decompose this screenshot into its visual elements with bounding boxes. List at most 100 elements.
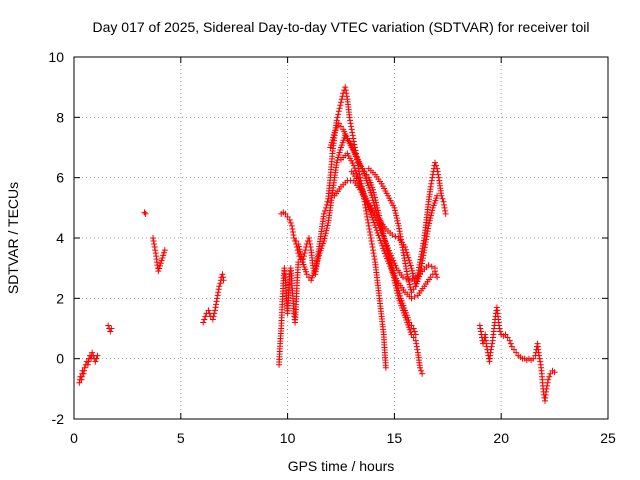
data-point <box>154 262 161 269</box>
data-point <box>335 152 342 159</box>
data-point <box>370 247 377 254</box>
data-point <box>313 260 320 267</box>
data-point <box>320 210 327 217</box>
data-point <box>362 204 369 211</box>
data-point <box>361 168 368 175</box>
data-point <box>367 231 374 238</box>
data-point <box>371 191 378 198</box>
data-point <box>342 84 349 91</box>
data-point <box>220 277 227 284</box>
data-point <box>406 278 413 285</box>
data-point <box>322 232 329 239</box>
data-point <box>213 301 220 308</box>
data-point <box>406 259 413 266</box>
chart-title: Day 017 of 2025, Sidereal Day-to-day VTE… <box>93 19 590 35</box>
data-point <box>330 134 337 141</box>
data-point <box>381 237 388 244</box>
data-point <box>376 224 383 231</box>
data-point <box>488 346 495 353</box>
y-tick-label: -2 <box>52 411 65 427</box>
data-point <box>151 244 158 251</box>
data-point <box>324 222 331 229</box>
data-point <box>300 253 307 260</box>
data-point <box>200 319 207 326</box>
data-point <box>393 212 400 219</box>
data-point <box>348 126 355 133</box>
data-point <box>347 120 354 127</box>
y-tick-label: 0 <box>56 351 64 367</box>
data-point <box>508 343 515 350</box>
data-point <box>288 222 295 229</box>
data-point <box>286 216 293 223</box>
data-point <box>384 245 391 252</box>
data-point <box>364 216 371 223</box>
data-point <box>417 364 424 371</box>
data-point <box>382 240 389 247</box>
data-point <box>377 227 384 234</box>
data-point <box>142 210 149 217</box>
data-point <box>337 102 344 109</box>
ticks-layer: 0 5 10 15 20 25 -2 0 2 4 6 8 10 <box>48 49 616 446</box>
data-point <box>210 313 217 320</box>
data-point <box>371 256 378 263</box>
data-point <box>406 281 413 288</box>
data-point <box>427 183 434 190</box>
data-point <box>290 231 297 238</box>
data-point <box>535 349 542 356</box>
data-point <box>434 274 441 281</box>
data-point <box>291 235 298 241</box>
data-point <box>368 241 375 248</box>
data-point <box>338 123 344 130</box>
data-point <box>81 364 88 371</box>
data-point <box>76 379 83 386</box>
data-point <box>410 272 417 279</box>
data-point <box>390 257 397 264</box>
data-point <box>405 254 412 261</box>
data-point <box>391 204 398 211</box>
data-point <box>410 334 417 341</box>
data-point <box>413 343 420 350</box>
data-point <box>307 241 314 248</box>
data-point <box>158 257 165 264</box>
data-point <box>297 251 304 258</box>
data-point <box>372 197 379 204</box>
data-point <box>349 129 356 136</box>
data-point <box>287 219 294 226</box>
data-point <box>209 316 216 323</box>
data-points-layer <box>76 84 558 404</box>
data-point <box>393 215 400 222</box>
x-tick-label: 25 <box>600 430 616 446</box>
x-tick-label: 10 <box>280 430 296 446</box>
data-point <box>80 370 87 377</box>
data-point <box>434 168 441 175</box>
data-point <box>305 235 312 241</box>
data-point <box>394 217 401 224</box>
data-point <box>435 174 442 181</box>
data-point <box>476 322 483 329</box>
data-point <box>389 231 396 238</box>
data-point <box>293 238 300 245</box>
data-point <box>497 328 504 335</box>
data-point <box>351 165 358 172</box>
data-point <box>328 141 335 148</box>
data-point <box>373 199 380 206</box>
data-point <box>378 229 385 236</box>
data-point <box>408 289 415 296</box>
data-point <box>160 249 167 256</box>
data-point <box>363 207 370 214</box>
data-point <box>343 93 350 100</box>
data-point <box>536 355 543 362</box>
data-point <box>289 225 296 232</box>
data-point <box>92 358 99 365</box>
data-point <box>307 244 314 251</box>
data-point <box>502 331 509 338</box>
data-point <box>324 198 331 205</box>
data-point <box>511 346 518 353</box>
data-point <box>392 207 399 214</box>
data-point <box>391 260 398 267</box>
data-point <box>306 238 313 245</box>
data-point <box>303 271 310 278</box>
data-point <box>93 355 100 362</box>
data-point <box>434 165 441 172</box>
data-point <box>141 209 148 216</box>
